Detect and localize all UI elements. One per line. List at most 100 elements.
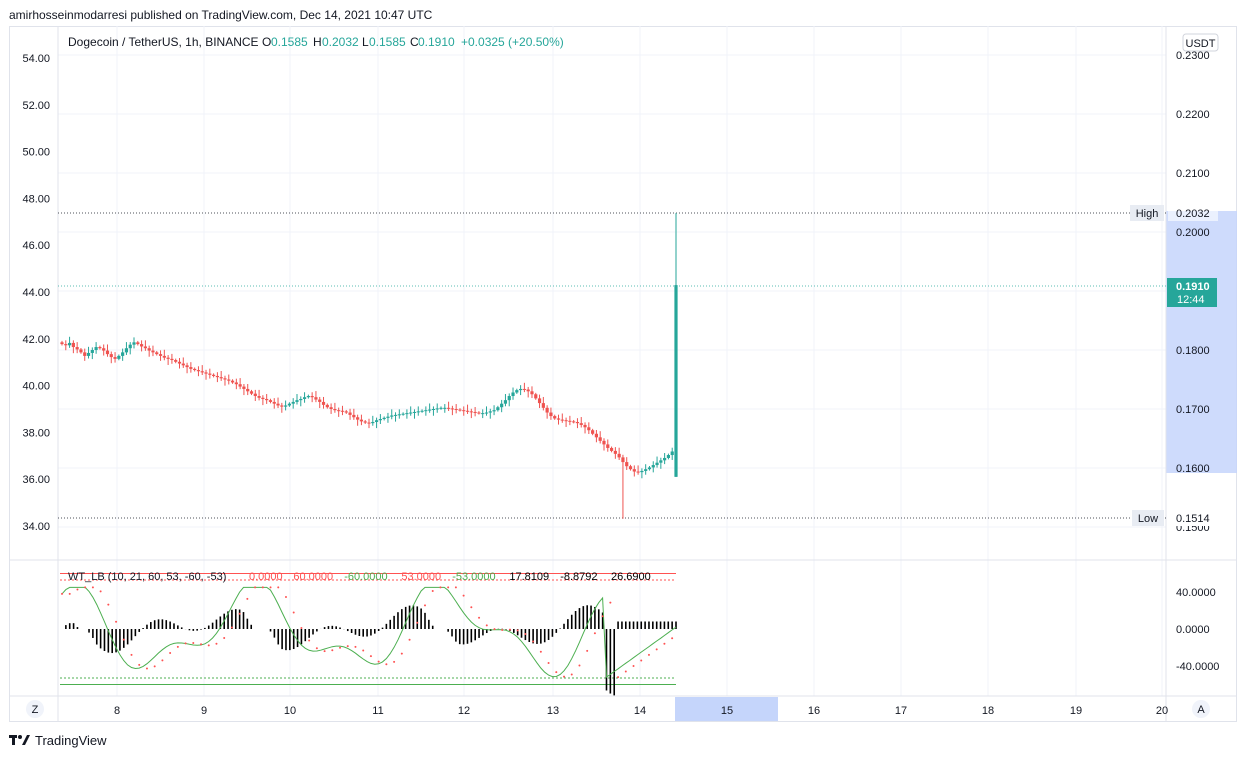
- oscillator-wt2-dot: [493, 628, 496, 631]
- oscillator-wt2-dot: [632, 665, 635, 667]
- oscillator-wt2-dot: [671, 637, 674, 640]
- currency-button[interactable]: [1182, 33, 1219, 52]
- oscillator-wt2-dot: [532, 640, 535, 643]
- candle-body: [117, 355, 121, 359]
- candle-body: [496, 407, 500, 411]
- indicator-value: 53.0000: [401, 571, 441, 583]
- left-tick-label: 38.00: [22, 427, 50, 439]
- candle-body: [435, 408, 439, 410]
- oscillator-histogram: [65, 605, 677, 696]
- candle-body: [223, 378, 227, 380]
- candle-body: [553, 416, 557, 419]
- legend-c-value: 0.1910: [418, 35, 455, 49]
- oscillator-scale[interactable]: 40.0000 0.0000 -40.0000: [1176, 587, 1219, 673]
- candle-body: [659, 460, 663, 463]
- oscillator-wt2-dot: [570, 673, 573, 676]
- price-scale[interactable]: 0.2300 0.2200 0.2100 0.2000 0.1800 0.1700 0.16…: [1176, 50, 1210, 534]
- oscillator-wt2-dot: [647, 653, 650, 656]
- time-tick-label: 8: [114, 705, 120, 717]
- high-value: 0.2032: [1176, 208, 1210, 220]
- left-tick-label: 50.00: [22, 147, 50, 159]
- left-scale[interactable]: 54.00 52.00 50.00 48.00 46.00 44.00 42.00 40.00…: [22, 53, 50, 533]
- candle-body: [522, 388, 526, 390]
- candle-body: [564, 420, 568, 422]
- candle-body: [443, 407, 447, 409]
- candle-body: [242, 386, 246, 389]
- candle-body: [329, 407, 333, 409]
- candle-body: [621, 457, 625, 463]
- indicator-legend: WT_LB (10, 21, 60, 53, -60, -53) 0.0000 6…: [68, 571, 651, 583]
- time-tick-label: 14: [634, 705, 646, 717]
- indicator-value: -60.0000: [344, 571, 387, 583]
- auto-scale-button[interactable]: [1192, 700, 1210, 718]
- candle-body: [609, 447, 614, 451]
- candle-body: [424, 410, 428, 412]
- oscillator-wt2-dot: [508, 628, 511, 631]
- candle-body: [113, 357, 117, 359]
- candle-body: [276, 403, 280, 406]
- tv-logo-icon[interactable]: [9, 733, 31, 748]
- candle-body: [249, 391, 254, 394]
- brand-name[interactable]: TradingView: [35, 733, 107, 748]
- left-tick-label: 48.00: [22, 193, 50, 205]
- oscillator-wt2-dot: [68, 592, 71, 595]
- candle-body: [420, 410, 424, 412]
- candle-body: [454, 409, 458, 410]
- candle-body: [94, 347, 98, 350]
- oscillator-wt2-dot: [377, 660, 380, 663]
- candle-body: [378, 419, 382, 421]
- oscillator-wt1-line: [61, 586, 677, 679]
- oscillator-wt2-dot: [478, 616, 481, 619]
- candle-body: [625, 462, 629, 467]
- candle-body: [670, 451, 674, 456]
- oscillator-wt2-dot: [230, 626, 233, 629]
- candle-body: [556, 418, 561, 420]
- oscillator-wt2-dot: [339, 646, 342, 649]
- candle-body: [314, 397, 318, 400]
- oscillator-wt2-dot: [593, 632, 596, 635]
- candle-body: [579, 423, 583, 425]
- last-price-badge: [1167, 278, 1217, 307]
- candle-body: [306, 396, 310, 398]
- low-label: Low: [1138, 513, 1158, 525]
- candle-body: [663, 457, 667, 461]
- candle-body: [568, 420, 572, 422]
- candle-body: [337, 410, 341, 412]
- candle-body: [333, 409, 337, 411]
- candle-body: [545, 407, 549, 413]
- oscillator-wt2-dot: [308, 639, 311, 642]
- zoom-reset-button[interactable]: [26, 700, 44, 718]
- candle-body: [481, 413, 485, 415]
- candle-body: [537, 398, 542, 404]
- candle-body: [412, 411, 417, 413]
- high-label: High: [1136, 208, 1159, 220]
- oscillator-wt2-dot: [184, 642, 187, 645]
- time-axis[interactable]: 8 9 10 11 12 13 14 15 16 17 18 19 20: [114, 705, 1168, 717]
- candle-body: [299, 398, 303, 401]
- oscillator-wt2-dot: [408, 638, 411, 641]
- oscillator-wt2-dot: [563, 675, 566, 678]
- oscillator-levels: [60, 573, 676, 685]
- oscillator-wt2-dot: [539, 650, 542, 653]
- candle-body: [503, 400, 508, 404]
- oscillator-wt2-dot: [655, 648, 658, 651]
- time-tick-label: 17: [895, 705, 907, 717]
- currency-button-label: USDT: [1186, 38, 1216, 50]
- oscillator-wt2-dot: [640, 659, 643, 662]
- publish-header: amirhosseinmodarresi published on Tradin…: [9, 8, 433, 22]
- candle-body: [450, 408, 454, 410]
- oscillator-wt2-dot: [115, 620, 118, 623]
- price-tick-label: 0.1700: [1176, 404, 1210, 416]
- candle-body: [560, 419, 564, 421]
- oscillator-wt2-dot: [269, 586, 272, 589]
- indicator-label: WT_LB (10, 21, 60, 53, -60, -53): [68, 571, 226, 583]
- candle-body: [348, 412, 352, 415]
- candle-body: [636, 471, 640, 473]
- oscillator-wt2-dot: [331, 649, 334, 652]
- candle-body: [185, 365, 189, 368]
- candle-body: [105, 350, 110, 355]
- candle-body: [284, 405, 288, 407]
- candle-body: [83, 352, 87, 356]
- oscillator-wt2-dot: [161, 659, 164, 662]
